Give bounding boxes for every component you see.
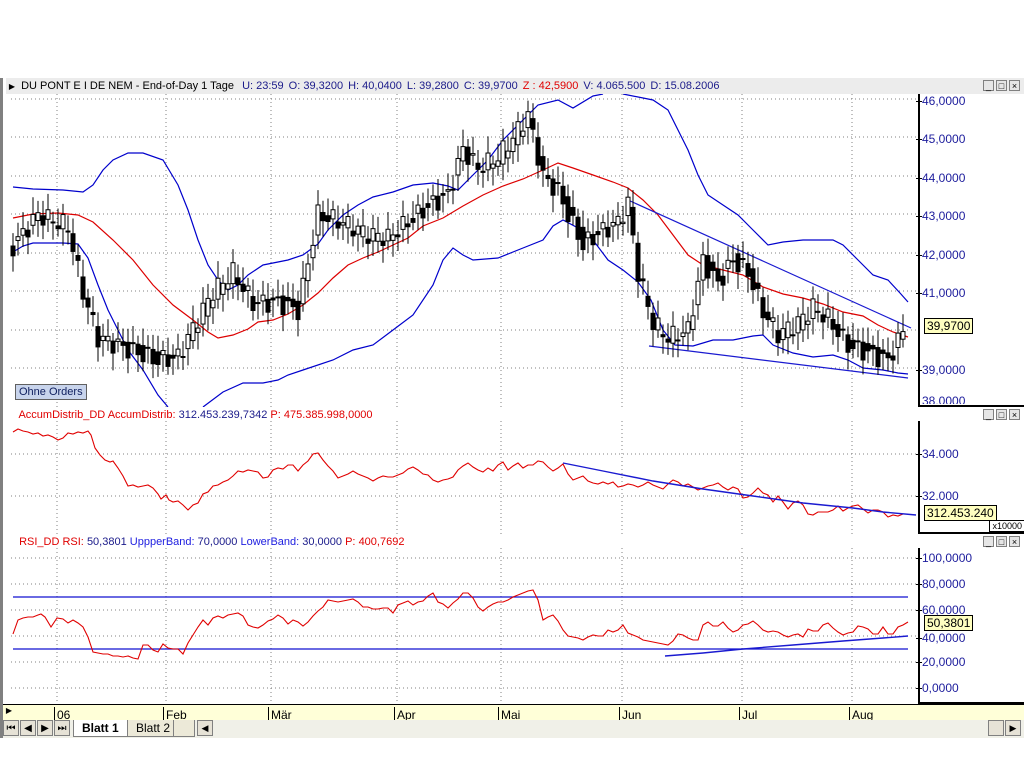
maximize-icon[interactable]: □ [996,409,1007,420]
prev-sheet-icon[interactable]: ◀ [20,720,36,736]
price-field: L: 39,2800 [406,80,459,92]
price-field: C: 39,9700 [463,80,518,92]
scroll-left-icon[interactable]: ◀ [197,720,213,736]
minimize-icon[interactable]: _ [983,409,994,420]
x-axis-label: Apr [394,707,416,722]
accum-p-label: P: [270,409,281,421]
scroll-thumb[interactable] [988,720,1004,736]
last-sheet-icon[interactable]: ⏭ [54,720,70,736]
rsi-y-tick: 100,0000 [915,551,973,565]
price-y-tick: 41,0000 [915,286,966,300]
price-pane-fields: U: 23:59 O: 39,3200 H: 40,0400 L: 39,2800 C:… [237,80,719,92]
rsi-chart[interactable] [6,548,919,704]
rsi-y-tick: 60,0000 [915,603,966,617]
close-icon[interactable]: × [1009,536,1020,547]
rsi-upper-label: UppperBand: [129,536,195,548]
rsi-upper-value: 70,0000 [197,536,238,548]
price-y-tick: 43,0000 [915,209,966,223]
price-pane-title: DU PONT E I DE NEM - End-of-Day 1 Tage [21,80,234,92]
price-field: O: 39,3200 [288,80,344,92]
price-y-tick: 42,0000 [915,248,966,262]
accum-pane-header: AccumDistrib_DD AccumDistrib: 312.453.23… [6,407,1024,423]
rsi-value: 50,3801 [86,536,127,548]
minimize-icon[interactable]: _ [983,536,994,547]
price-pane-header: ▶ DU PONT E I DE NEM - End-of-Day 1 Tage… [6,78,1024,94]
tab-blatt-1[interactable]: Blatt 1 [73,720,128,737]
price-y-axis: 46,0000 45,0000 44,0000 43,0000 42,0000 … [915,94,1024,407]
close-icon[interactable]: × [1009,409,1020,420]
price-chart[interactable] [6,94,919,407]
ohne-orders-button[interactable]: Ohne Orders [15,384,87,400]
x-axis-label: Jul [739,707,757,722]
chart-window: ▶ DU PONT E I DE NEM - End-of-Day 1 Tage… [0,78,1024,738]
price-field: Z : 42,5900 [522,80,579,92]
accum-label: AccumDistrib: [107,409,176,421]
minimize-icon[interactable]: _ [983,80,994,91]
x-axis-menu-arrow-icon[interactable]: ▶ [5,706,13,715]
price-y-tick: 44,0000 [915,171,966,185]
rsi-y-tick: 0,0000 [916,681,959,695]
accum-distrib-chart[interactable] [6,421,919,534]
tab-empty [173,720,195,737]
rsi-label: RSI: [62,536,84,548]
price-field: U: 23:59 [242,80,284,92]
accum-multiplier: x10000 [989,520,1024,532]
rsi-p-value: 400,7692 [358,536,405,548]
accum-y-tick: 34.000 [916,447,959,461]
rsi-indicator-name: RSI_DD [19,536,60,548]
price-last-value: 39,9700 [924,318,974,334]
next-sheet-icon[interactable]: ▶ [37,720,53,736]
rsi-y-tick: 40,0000 [915,631,966,645]
rsi-lower-value: 30,0000 [302,536,343,548]
pane-menu-arrow-icon[interactable]: ▶ [8,82,16,91]
price-field: H: 40,0400 [348,80,402,92]
close-icon[interactable]: × [1009,80,1020,91]
accum-pane-window-buttons: _ □ × [983,409,1020,420]
rsi-y-tick: 80,0000 [915,577,966,591]
price-field: V: 4.065.500 [583,80,646,92]
x-axis-label: Jun [619,707,641,722]
price-pane-window-buttons: _ □ × [983,80,1020,91]
accum-y-axis: 34.000 32.000 312.453.240 x10000 [916,421,1024,534]
rsi-lower-label: LowerBand: [240,536,300,548]
price-y-tick: 45,0000 [915,132,966,146]
tab-blatt-2[interactable]: Blatt 2 [127,720,180,737]
maximize-icon[interactable]: □ [996,80,1007,91]
price-y-tick: 38,0000 [922,394,966,404]
rsi-pane-window-buttons: _ □ × [983,536,1020,547]
accum-value: 312.453.239,7342 [178,409,268,421]
x-axis: ▶ 06 Feb Mär Apr Mai Jun Jul Aug [3,704,1024,722]
accum-p-value: 475.385.998,0000 [283,409,373,421]
rsi-last-value: 50,3801 [924,615,974,631]
rsi-y-tick: 20,0000 [915,655,966,669]
price-y-tick: 39,0000 [915,363,966,377]
maximize-icon[interactable]: □ [996,536,1007,547]
rsi-pane-header: RSI_DD RSI: 50,3801 UppperBand: 70,0000 … [6,534,1024,550]
price-field: D: 15.08.2006 [650,80,720,92]
accum-last-value: 312.453.240 [924,505,997,521]
accum-y-tick: 32.000 [916,489,959,503]
accum-indicator-name: AccumDistrib_DD [18,409,106,421]
price-y-tick: 46,0000 [915,94,966,108]
x-axis-label: Mai [498,707,520,722]
scroll-right-icon[interactable]: ▶ [1005,720,1021,736]
sheet-tab-bar: ⏮ ◀ ▶ ⏭ Blatt 1 Blatt 2 ◀ ▶ [3,720,1024,738]
rsi-p-label: P: [345,536,356,548]
x-axis-label: 06 [54,707,70,722]
x-axis-label: Mär [268,707,292,722]
x-axis-label: Aug [849,707,873,722]
first-sheet-icon[interactable]: ⏮ [3,720,19,736]
rsi-y-axis: 100,0000 80,0000 60,0000 50,3801 40,0000… [915,548,1024,704]
x-axis-label: Feb [163,707,187,722]
